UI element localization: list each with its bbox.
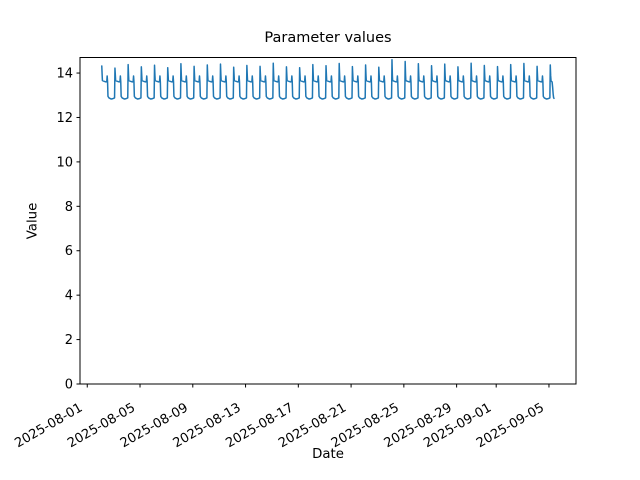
data-line — [101, 58, 555, 100]
y-tick-label: 6 — [65, 244, 73, 259]
y-tick-label: 0 — [65, 378, 73, 393]
y-tick-label: 2 — [65, 333, 73, 348]
y-tick-label: 4 — [65, 289, 73, 304]
y-tick-label: 10 — [56, 155, 73, 170]
y-tick-label: 12 — [56, 111, 73, 126]
x-axis-label: Date — [312, 447, 344, 462]
chart-title: Parameter values — [264, 30, 392, 46]
y-tick-label: 8 — [65, 200, 73, 215]
plot-frame — [79, 57, 577, 385]
y-tick-label: 14 — [56, 67, 73, 82]
